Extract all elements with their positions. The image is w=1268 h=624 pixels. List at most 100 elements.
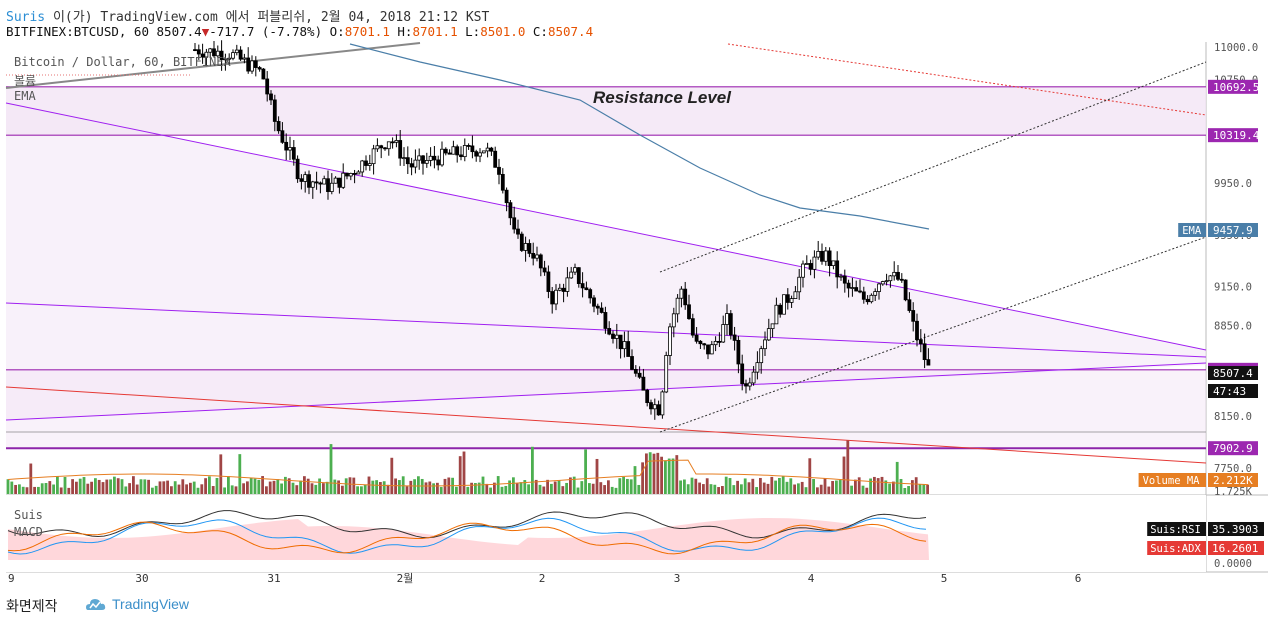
volume-bar	[37, 486, 40, 494]
volume-bar	[827, 486, 831, 494]
candle	[257, 67, 262, 70]
price-badge-prefix-label: Volume MA	[1143, 475, 1201, 487]
volume-bar	[884, 480, 888, 494]
author-link[interactable]: Suris	[6, 10, 46, 25]
volume-bar	[876, 478, 880, 494]
candle	[531, 252, 536, 259]
candle	[512, 217, 517, 230]
volume-bar	[348, 477, 352, 494]
volume-bar	[439, 487, 443, 494]
volume-bar	[694, 478, 698, 494]
candle	[440, 148, 444, 166]
down-arrow-icon: ▼	[201, 24, 210, 39]
volume-bar	[56, 476, 59, 494]
candle	[238, 49, 243, 60]
time-tick: 5	[941, 572, 948, 585]
volume-bar	[219, 454, 223, 494]
volume-bar	[645, 453, 648, 494]
volume-bar	[238, 454, 242, 494]
volume-bar	[322, 483, 325, 494]
volume-bar	[379, 482, 382, 494]
volume-bar	[732, 485, 736, 494]
volume-bar	[352, 477, 356, 494]
candle	[546, 271, 551, 292]
price-chart[interactable]: Resistance Level11000.010750.09950.09550…	[0, 0, 1268, 588]
volume-bar	[261, 476, 264, 494]
volume-bar	[588, 483, 591, 494]
volume-bar	[633, 466, 637, 494]
candle	[915, 320, 919, 341]
candle	[687, 304, 691, 320]
volume-bar	[71, 479, 74, 494]
candle	[375, 145, 380, 150]
volume-bar	[762, 482, 766, 494]
volume-bar	[565, 482, 568, 494]
candle	[831, 260, 836, 267]
volume-bar	[158, 481, 162, 494]
candle	[732, 334, 737, 341]
volume-bar	[428, 481, 432, 494]
volume-bar	[819, 484, 823, 494]
symbol-line: BITFINEX:BTCUSD, 60 8507.4▼-717.7 (-7.78…	[6, 24, 593, 39]
volume-bar	[838, 480, 842, 494]
volume-bar	[553, 481, 557, 494]
tradingview-logo[interactable]: TradingView	[84, 596, 189, 612]
candle	[706, 344, 710, 355]
volume-bar	[854, 479, 857, 494]
volume-bar	[713, 484, 717, 494]
candle	[341, 172, 346, 188]
volume-bar	[329, 444, 333, 494]
candle	[865, 298, 870, 303]
candle	[618, 334, 623, 350]
volume-bar	[895, 461, 899, 494]
volume-bar	[664, 460, 667, 494]
candle	[223, 58, 228, 61]
candle	[497, 166, 501, 175]
price-badge-prefix	[1138, 473, 1206, 487]
volume-bar	[736, 480, 739, 494]
candle	[242, 57, 247, 60]
price-badge	[1208, 473, 1258, 487]
price-tick: 8850.0	[1214, 321, 1252, 333]
volume-bar	[481, 476, 485, 494]
price-badge-label: 2.212K	[1213, 474, 1253, 487]
volume-bar	[82, 477, 86, 494]
volume-bar	[341, 485, 344, 494]
volume-bar	[709, 484, 713, 494]
footer-brand: TradingView	[112, 596, 190, 612]
candle	[854, 287, 859, 292]
volume-bar	[227, 476, 230, 494]
open-label: O:	[329, 24, 345, 39]
candle	[751, 371, 756, 384]
volume-bar	[717, 487, 720, 494]
volume-bar	[580, 481, 584, 494]
volume-bar	[386, 484, 390, 494]
candle	[903, 279, 908, 301]
candle	[291, 147, 296, 160]
close-label: C:	[532, 24, 548, 39]
volume-bar	[857, 477, 861, 494]
volume-bar	[793, 484, 796, 494]
price-tick: 11000.0	[1214, 42, 1258, 54]
volume-bar	[610, 486, 614, 494]
candle	[326, 178, 330, 192]
volume-bar	[101, 482, 105, 494]
volume-bar	[230, 485, 234, 494]
volume-bar	[721, 486, 724, 494]
candle	[405, 157, 410, 165]
volume-bar	[360, 486, 363, 494]
candle	[645, 389, 650, 404]
volume-bar	[192, 481, 196, 494]
candle	[652, 404, 657, 410]
trend-line	[727, 43, 1207, 116]
volume-bar	[724, 476, 728, 494]
candle	[637, 372, 642, 378]
price-badge-prefix	[1178, 223, 1206, 237]
volume-bar	[272, 480, 276, 494]
volume-bar	[766, 483, 770, 494]
oscillator-badge-prefix-label: Suis:RSI	[1150, 524, 1201, 536]
volume-bar	[90, 481, 93, 494]
candle	[231, 52, 235, 59]
volume-bar	[835, 480, 838, 494]
price-tick: 9150.0	[1214, 282, 1252, 294]
